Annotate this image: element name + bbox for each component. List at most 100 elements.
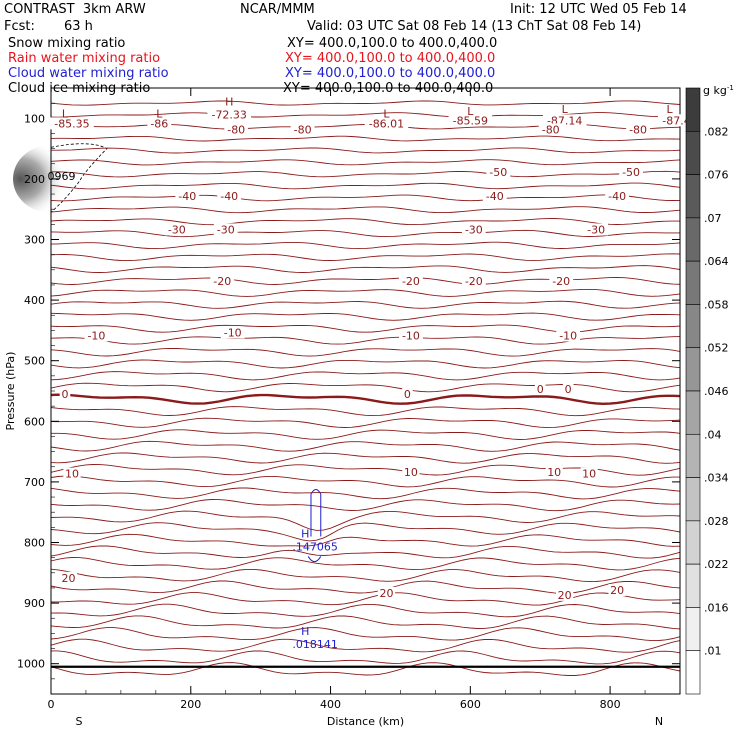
isotherm-line <box>50 312 681 321</box>
isotherm-label: -50 <box>622 166 640 179</box>
isotherm-line <box>50 662 681 676</box>
isotherm-label: -20 <box>552 275 570 288</box>
extremum-marker: L <box>383 107 390 120</box>
isotherm-line <box>50 194 681 202</box>
extremum-marker: L <box>666 103 673 116</box>
contour-label-bg <box>534 382 546 395</box>
contour-label-bg <box>562 382 574 395</box>
colorbar-label: .064 <box>704 255 729 268</box>
isotherm-label: 20 <box>379 587 393 600</box>
isotherm-line <box>50 265 681 273</box>
isotherm-line <box>50 533 681 547</box>
colorbar-segment <box>685 304 701 349</box>
contour-label-bg <box>461 223 486 236</box>
isotherm-label: 0 <box>61 388 68 401</box>
contour-label-bg <box>213 223 238 236</box>
isotherm-label: -80 <box>294 123 312 136</box>
isotherm-label: -30 <box>217 223 235 236</box>
field-name-rain: Rain water mixing ratio <box>8 51 161 66</box>
contour-label-bg <box>538 123 563 136</box>
cloud-water-max-value: .018141 <box>292 638 338 651</box>
isotherm-label: -30 <box>465 223 483 236</box>
y-tick-label: 600 <box>24 415 45 428</box>
x-tick-label: 800 <box>600 698 621 711</box>
isotherm-line <box>50 159 681 166</box>
y-tick-label: 700 <box>24 476 45 489</box>
isotherm-label: 0 <box>537 383 544 396</box>
colorbar-label: .07 <box>704 212 722 225</box>
contour-label-bg <box>63 467 81 480</box>
isotherm-label: -30 <box>168 223 186 236</box>
y-axis-title: Pressure (hPa) <box>4 352 17 431</box>
colorbar-label: .046 <box>704 385 729 398</box>
colorbar-segment <box>685 260 701 305</box>
contour-label-bg <box>626 123 650 136</box>
colorbar-label: .052 <box>704 342 729 355</box>
contour-label-bg <box>402 465 420 478</box>
isotherm-line <box>50 627 681 642</box>
contour-label-bg <box>605 190 629 203</box>
contour-label-bg <box>175 190 200 203</box>
x-tick-label: 400 <box>320 698 341 711</box>
isotherm-label: -40 <box>608 190 626 203</box>
isotherm-label: 20 <box>61 572 75 585</box>
contour-label-bg <box>59 388 71 401</box>
contour-label-bg <box>210 274 235 287</box>
x-axis-title: Distance (km) <box>327 715 404 728</box>
isotherm-line <box>50 487 681 500</box>
isotherm-label: 10 <box>547 466 561 479</box>
isotherm-line <box>50 253 681 262</box>
extremum-marker: L <box>467 105 474 118</box>
init-time: Init: 12 UTC Wed 05 Feb 14 <box>510 2 687 17</box>
isotherm-line <box>50 510 681 531</box>
isotherm-line <box>50 638 681 653</box>
isotherm-label: 10 <box>65 468 79 481</box>
cloud-water-max-value: .147065 <box>292 541 338 554</box>
colorbar-unit-exponent: -1 <box>727 84 734 92</box>
isotherm-label: -30 <box>587 223 605 236</box>
cloud-water-max-marker: H <box>301 625 309 638</box>
contour-label-bg <box>399 274 423 287</box>
isotherm-label: 0 <box>565 383 572 396</box>
cloud-water-contour <box>307 556 322 563</box>
colorbar-label: .058 <box>704 298 729 311</box>
colorbar-label: .04 <box>704 428 722 441</box>
colorbar-label: .01 <box>704 645 722 658</box>
colorbar-segment <box>685 650 701 695</box>
contour-label-bg <box>84 329 109 342</box>
field-xy-rain: XY= 400.0,100.0 to 400.0,400.0 <box>285 51 496 66</box>
isotherm-line <box>50 206 681 214</box>
cloud-ice-value: 0969 <box>47 170 75 183</box>
contour-label-bg <box>290 123 315 136</box>
contour-label-bg <box>556 329 581 342</box>
colorbar-segment <box>685 130 701 175</box>
isotherm-label: -10 <box>559 329 577 342</box>
forecast-label: Fcst: <box>4 19 35 34</box>
isotherm-label: -80 <box>629 123 647 136</box>
contour-label-bg <box>608 583 626 596</box>
y-tick-label: 800 <box>24 537 45 550</box>
isotherm-label: -80 <box>542 123 560 136</box>
isotherm-line <box>50 557 681 571</box>
isotherm-line <box>50 347 681 357</box>
extremum-marker: L <box>156 107 163 120</box>
isotherm-line <box>51 147 681 154</box>
y-tick-label: 400 <box>24 294 45 307</box>
isotherm-line <box>50 359 681 369</box>
colorbar-segment <box>685 477 701 522</box>
isotherm-line <box>50 382 681 393</box>
isotherm-label: 20 <box>610 584 624 597</box>
x-tick-label: 200 <box>180 698 201 711</box>
forecast-hour: 63 h <box>64 19 93 34</box>
field-name-snow: Snow mixing ratio <box>8 36 126 51</box>
isotherm-line <box>50 603 681 618</box>
isotherm-label: -86.01 <box>369 117 404 130</box>
colorbar-label: .076 <box>704 169 729 182</box>
y-tick-label: 200 <box>24 173 45 186</box>
colorbar-label: .034 <box>704 472 729 485</box>
contour-label-bg <box>59 571 78 584</box>
isotherm-label: -50 <box>489 166 507 179</box>
isotherm-label: -10 <box>87 329 105 342</box>
isotherm-label: -40 <box>178 190 196 203</box>
